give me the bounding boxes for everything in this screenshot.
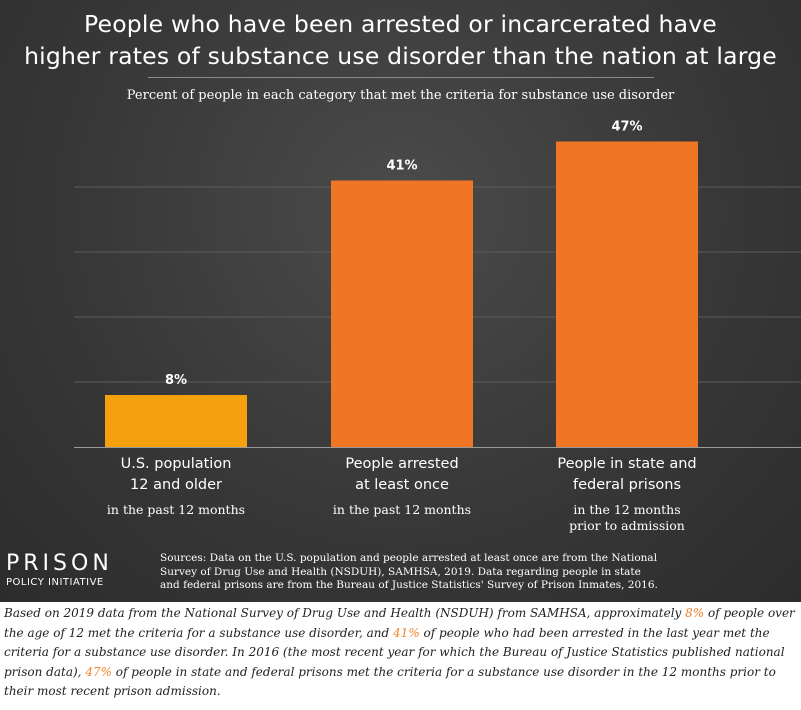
bar-2 [331,180,473,447]
category-label-1-line-1: U.S. population [120,456,232,472]
bar-value-label-3: 47% [611,120,642,135]
prison-policy-initiative-logo: PRISON POLICY INITIATIVE [6,552,113,590]
sources-note: Sources: Data on the U.S. population and… [160,552,658,591]
title-divider [148,77,654,78]
category-sublabel-1: in the past 12 months [66,502,286,518]
logo-name: PRISON [6,551,113,576]
chart-title: People who have been arrested or incarce… [0,8,801,72]
category-sublabel-1-line-1: in the past 12 months [106,502,246,517]
caption-value-1: 8% [685,606,705,620]
category-sublabel-3-line-1: in the 12 months [573,502,681,517]
category-label-2-line-2: at least once [355,477,449,493]
figure-caption: Based on 2019 data from the National Sur… [4,604,799,702]
bar-value-label-1: 8% [165,373,187,388]
category-label-2: People arrested at least once in the past … [292,454,512,518]
bar-1 [105,395,247,447]
chart-title-line-1: People who have been arrested or incarce… [84,10,717,38]
bar-chart: 8% 41% 47% [74,120,801,448]
category-label-3: People in state and federal prisons in the… [517,454,737,534]
caption-value-2: 41% [393,625,420,640]
category-label-2-line-1: People arrested [345,456,459,472]
category-sublabel-3: in the 12 months prior to admission [517,502,737,534]
logo-subname: POLICY INITIATIVE [6,577,104,588]
category-sublabel-2-line-1: in the past 12 months [332,502,472,517]
caption-part-4: of people in state and federal prisons m… [4,664,776,699]
chart-title-line-2: higher rates of substance use disorder t… [24,42,777,70]
caption-value-3: 47% [85,664,112,679]
chart-panel: People who have been arrested or incarce… [0,0,801,602]
bar-value-label-2: 41% [386,159,417,174]
caption-part-3: of people who had been arrested in the l… [4,625,785,679]
bar-3 [556,141,698,447]
category-label-1: U.S. population 12 and older in the past 1… [66,454,286,518]
category-label-3-line-2: federal prisons [573,477,681,493]
chart-subtitle: Percent of people in each category that … [126,88,675,103]
category-sublabel-3-line-2: prior to admission [569,518,685,533]
category-label-3-line-1: People in state and [557,456,697,472]
category-label-1-line-2: 12 and older [130,477,222,493]
caption-part-1: Based on 2019 data from the National Sur… [4,606,686,620]
caption-part-2: of people over the age of 12 met the cri… [4,606,795,640]
category-sublabel-2: in the past 12 months [292,502,512,518]
